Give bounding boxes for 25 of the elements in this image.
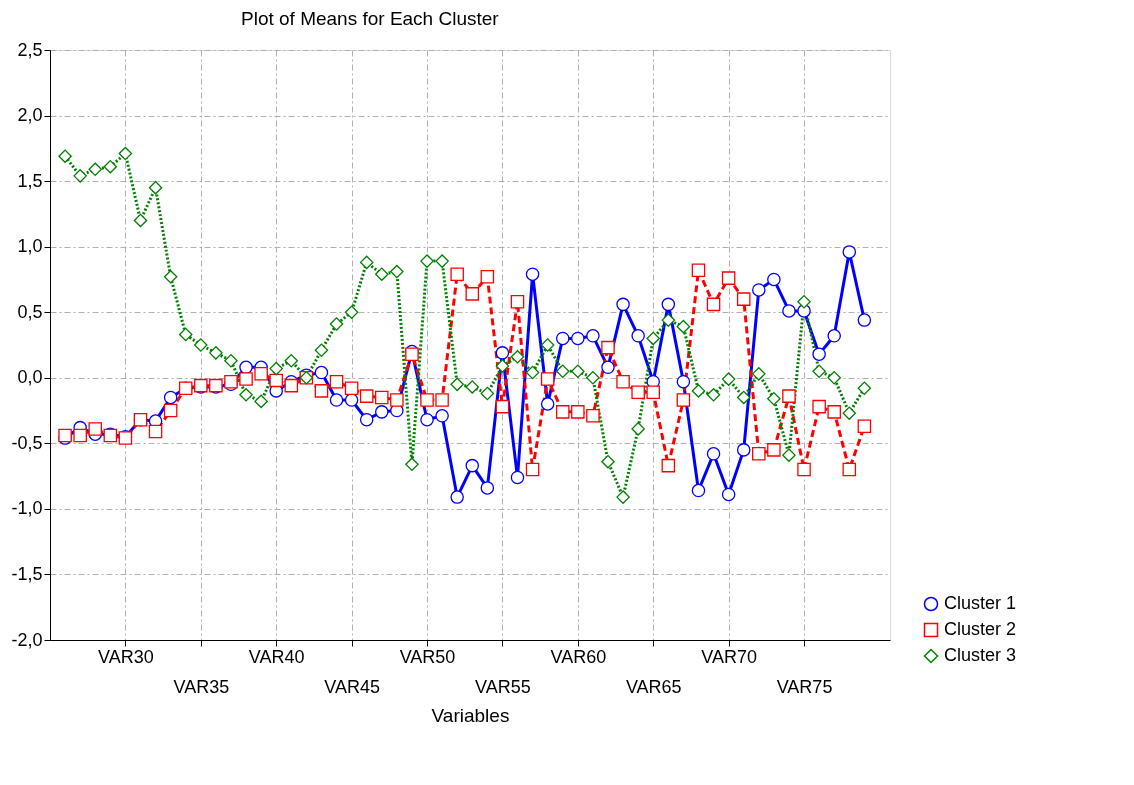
x-tick-label: VAR30 [98, 646, 154, 667]
y-tick-label: -1,5 [11, 563, 43, 584]
y-tick-label: 0,5 [17, 301, 43, 322]
x-tick-label: VAR50 [399, 646, 456, 667]
legend-label: Cluster 3 [944, 645, 1017, 665]
x-tick-label: VAR60 [550, 646, 607, 667]
y-tick-label: 0,0 [17, 367, 43, 388]
y-tick-label: -0,5 [11, 432, 43, 453]
x-tick-label: VAR75 [776, 676, 833, 697]
legend-label: Cluster 1 [944, 593, 1017, 613]
y-tick-label: 1,5 [17, 170, 43, 191]
legend-label: Cluster 2 [944, 619, 1017, 639]
x-tick-label: VAR65 [625, 676, 682, 697]
x-tick-label: VAR45 [324, 676, 380, 697]
x-tick-label: VAR55 [475, 676, 531, 697]
x-tick-label: VAR35 [173, 676, 230, 697]
y-tick-label: 2,0 [17, 105, 43, 126]
x-tick-label: VAR70 [701, 646, 757, 667]
y-tick-label: 1,0 [17, 236, 43, 257]
chart-title: Plot of Means for Each Cluster [240, 8, 500, 29]
x-tick-label: VAR40 [248, 646, 305, 667]
y-tick-label: -1,0 [11, 498, 43, 519]
y-tick-label: -2,0 [11, 629, 43, 650]
x-axis-title: Variables [431, 704, 510, 726]
y-tick-label: 2,5 [17, 39, 43, 60]
